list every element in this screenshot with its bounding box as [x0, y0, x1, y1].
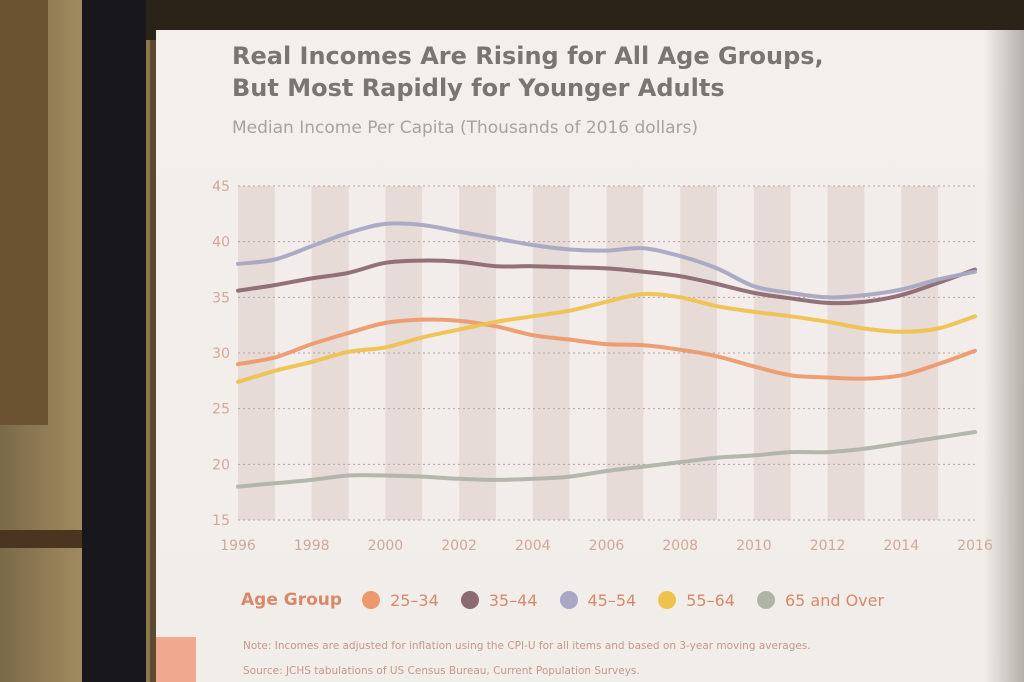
legend-item-25-34: 25–34 [362, 591, 439, 610]
legend-swatch-55-64 [658, 591, 677, 609]
legend-label-25-34: 25–34 [390, 590, 439, 610]
y-axis-tick-labels: 15 20 25 30 35 40 45 [212, 179, 230, 529]
slide-title-line-2: But Most Rapidly for Younger Adults [232, 74, 725, 102]
chart-series-lines [236, 221, 977, 489]
series-line-35-44 [236, 258, 977, 306]
legend-swatch-35-44 [460, 591, 479, 609]
y-tick-label: 20 [212, 457, 230, 473]
x-tick-label: 2012 [810, 538, 846, 554]
legend-label-55-64: 55–64 [686, 590, 735, 610]
x-tick-label: 2016 [957, 538, 993, 554]
x-tick-label: 2014 [883, 538, 919, 554]
slide-title-line-1: Real Incomes Are Rising for All Age Grou… [232, 42, 824, 70]
x-tick-label: 1998 [294, 538, 330, 554]
legend-swatch-25-34 [362, 591, 381, 609]
legend-item-45-54: 45–54 [559, 590, 637, 610]
chart-note: Note: Incomes are adjusted for inflation… [243, 640, 811, 652]
chart-band [864, 186, 902, 520]
series-line-55-64 [236, 291, 977, 384]
x-tick-label: 2002 [441, 538, 477, 554]
y-tick-label: 25 [212, 402, 230, 418]
series-line-45-54 [236, 221, 977, 300]
legend-title: Age Group [241, 590, 343, 610]
legend-item-55-64: 55–64 [658, 591, 735, 610]
legend-swatch-65-and-over [756, 591, 775, 609]
slide-accent-bar [156, 637, 196, 682]
projector-screen-frame [82, 0, 146, 682]
y-tick-label: 15 [212, 513, 230, 529]
legend-label-65-and-over: 65 and Over [784, 590, 885, 610]
chart-source: Source: JCHS tabulations of US Census Bu… [243, 665, 640, 677]
y-tick-label: 30 [212, 346, 230, 362]
y-tick-label: 40 [212, 235, 230, 251]
legend-swatch-45-54 [559, 591, 578, 609]
series-line-65-and-over [236, 430, 977, 489]
chart-legend: Age Group 25–34 35–44 45–54 55–64 65 and… [241, 585, 906, 615]
chart-subtitle: Median Income Per Capita (Thousands of 2… [232, 118, 699, 138]
x-tick-label: 1996 [220, 538, 256, 554]
room-wood-panel [0, 0, 48, 425]
legend-item-35-44: 35–44 [460, 590, 538, 610]
x-tick-label: 2008 [662, 538, 698, 554]
legend-label-45-54: 45–54 [587, 590, 637, 610]
x-tick-label: 2010 [736, 538, 772, 554]
y-tick-label: 45 [212, 179, 230, 195]
x-tick-label: 2006 [589, 538, 625, 554]
legend-item-65-and-over: 65 and Over [756, 590, 885, 610]
slide-edge-shadow [984, 30, 1024, 682]
y-tick-label: 35 [212, 290, 230, 306]
legend-label-35-44: 35–44 [488, 590, 538, 610]
x-tick-label: 2004 [515, 538, 551, 554]
x-axis-tick-labels: 1996 1998 2000 2002 2004 2006 2008 2010 2012 2014… [220, 538, 993, 554]
x-tick-label: 2000 [368, 538, 404, 554]
series-line-25-34 [236, 317, 977, 381]
